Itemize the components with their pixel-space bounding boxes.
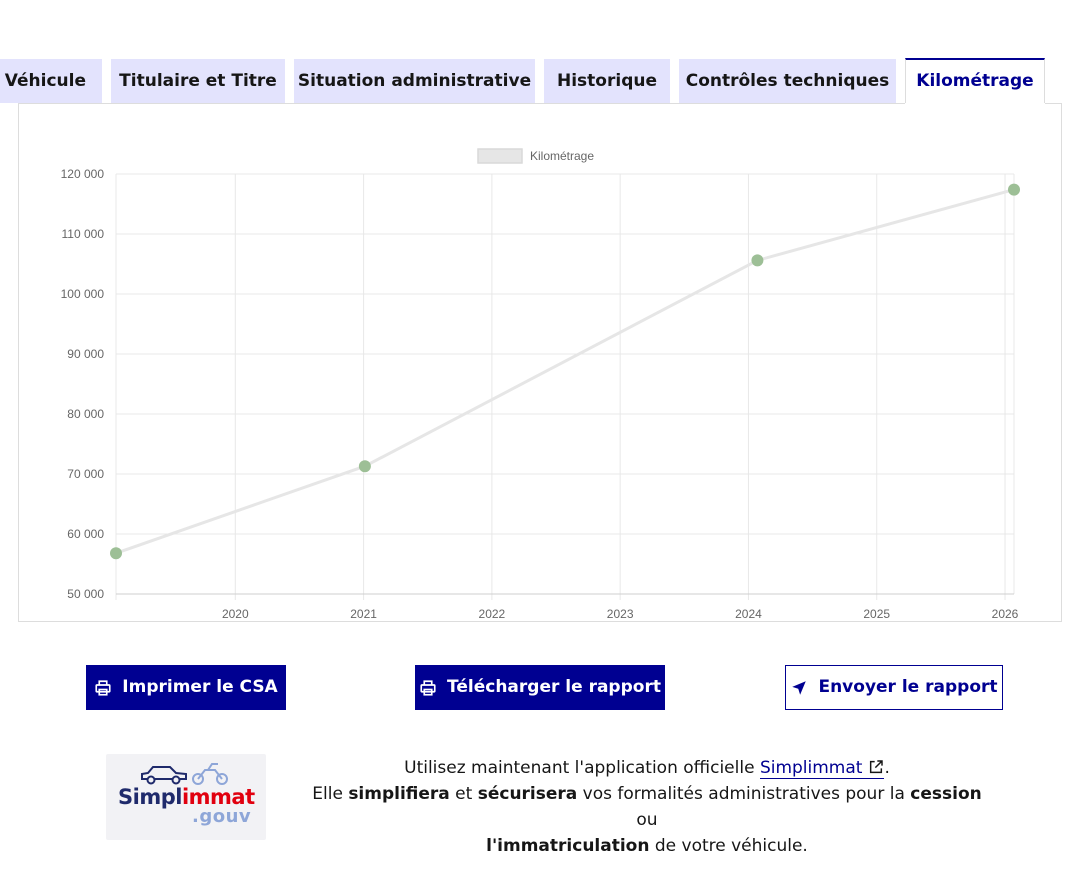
download-report-label: Télécharger le rapport	[447, 677, 661, 697]
chart-grid	[115, 173, 1015, 600]
car-and-motorcycle-icon	[141, 763, 228, 785]
y-tick-label: 100 000	[61, 287, 105, 301]
tab-bar: Véhicule Titulaire et Titre Situation ad…	[0, 58, 1080, 104]
x-tick-label: 2023	[607, 607, 634, 621]
logo-wordmark: Simplimmat	[118, 785, 255, 809]
x-tick-label: 2020	[222, 607, 249, 621]
tab-vehicule[interactable]: Véhicule	[0, 59, 102, 103]
simplimmat-link[interactable]: Simplimmat	[759, 757, 885, 779]
download-report-button[interactable]: Télécharger le rapport	[415, 665, 665, 710]
data-point[interactable]	[1008, 183, 1020, 196]
x-tick-label: 2021	[350, 607, 377, 621]
x-tick-label: 2024	[735, 607, 762, 621]
tab-historique[interactable]: Historique	[544, 59, 670, 103]
x-tick-label: 2022	[479, 607, 506, 621]
data-point[interactable]	[110, 547, 122, 560]
printer-icon	[419, 679, 437, 697]
x-tick-label: 2025	[863, 607, 890, 621]
send-report-button[interactable]: Envoyer le rapport	[785, 665, 1003, 710]
series-line	[115, 188, 1015, 555]
y-tick-label: 60 000	[67, 527, 104, 541]
y-tick-label: 80 000	[67, 407, 104, 421]
tab-panel	[18, 103, 1062, 622]
simplimmat-promo-text: Utilisez maintenant l'application offici…	[300, 755, 994, 859]
tab-kilometrage[interactable]: Kilométrage	[905, 58, 1045, 104]
mileage-chart: 50 000 60 000 70 000 80 000 90 000 100 000 110…	[61, 148, 1020, 621]
send-report-label: Envoyer le rapport	[818, 677, 998, 697]
promo-line-1: Utilisez maintenant l'application offici…	[404, 757, 890, 779]
y-tick-label: 90 000	[67, 347, 104, 361]
logo-gouv: .gouv	[192, 806, 252, 827]
data-point[interactable]	[751, 254, 764, 267]
print-csa-label: Imprimer le CSA	[122, 677, 278, 697]
tab-situation-administrative[interactable]: Situation administrative	[294, 59, 535, 103]
legend-label: Kilométrage	[530, 149, 594, 163]
chart-series	[110, 183, 1020, 560]
y-tick-label: 120 000	[61, 167, 105, 181]
simplimmat-logo[interactable]: Simplimmat .gouv	[106, 754, 266, 840]
print-csa-button[interactable]: Imprimer le CSA	[86, 665, 286, 710]
promo-line-2: Elle simplifiera et sécurisera vos forma…	[312, 784, 982, 830]
printer-icon	[94, 679, 112, 697]
chart-legend: Kilométrage	[477, 148, 594, 164]
panel-border	[18, 103, 905, 104]
tab-titulaire-et-titre[interactable]: Titulaire et Titre	[111, 59, 285, 103]
y-tick-label: 110 000	[62, 227, 105, 241]
data-point[interactable]	[358, 460, 371, 473]
tab-controles-techniques[interactable]: Contrôles techniques	[679, 59, 896, 103]
send-arrow-icon	[790, 679, 808, 697]
x-tick-label: 2026	[992, 607, 1019, 621]
chart-axes: 50 000 60 000 70 000 80 000 90 000 100 000 110…	[61, 167, 1019, 621]
y-tick-label: 70 000	[67, 467, 104, 481]
y-tick-label: 50 000	[67, 587, 104, 601]
promo-line-3: l'immatriculation de votre véhicule.	[486, 836, 808, 856]
panel-border	[1045, 103, 1062, 104]
legend-swatch	[477, 148, 523, 164]
external-link-icon	[868, 757, 884, 774]
